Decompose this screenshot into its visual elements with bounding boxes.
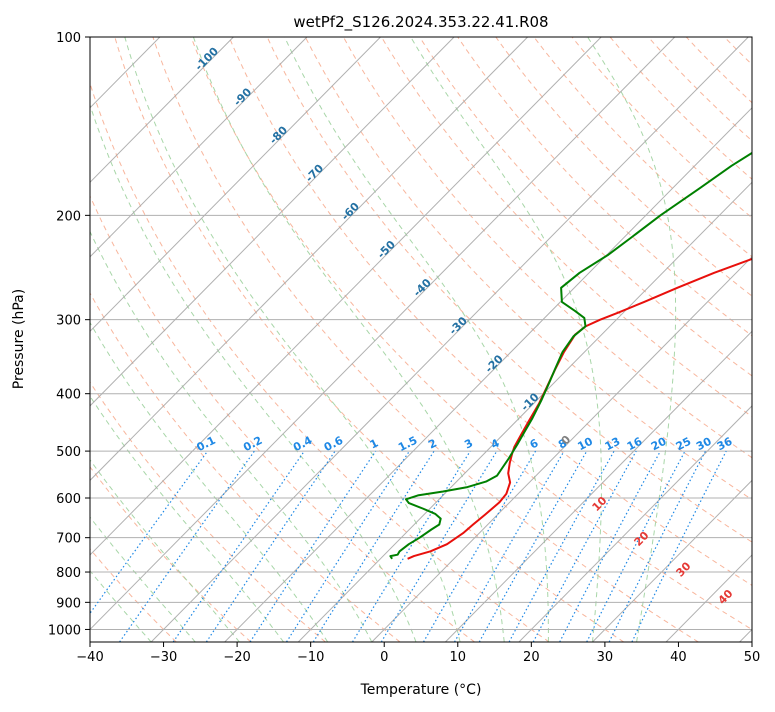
x-tick-label: −40 bbox=[76, 650, 103, 665]
x-axis: −40 −30 −20 −10 0 10 20 30 40 50 bbox=[76, 642, 760, 665]
mixing-ratio-line bbox=[173, 451, 304, 642]
dry-adiabat-line bbox=[496, 37, 775, 642]
isotherm-label: -90 bbox=[231, 85, 254, 108]
isotherm-label: -100 bbox=[192, 44, 221, 73]
y-tick-label: 800 bbox=[56, 566, 81, 581]
chart-title: wetPf2_S126.2024.353.22.41.R08 bbox=[293, 13, 548, 32]
mixing-ratio-label: 1 bbox=[368, 436, 381, 451]
y-axis: 100 200 300 400 500 600 700 800 900 1000 bbox=[48, 31, 90, 638]
y-tick-label: 1000 bbox=[48, 623, 81, 638]
temperature-profile-line bbox=[408, 37, 775, 559]
dry-adiabat-line bbox=[0, 37, 251, 642]
isotherm-label: -20 bbox=[483, 352, 506, 375]
mixing-ratio-line bbox=[287, 451, 410, 642]
dry-adiabat-line bbox=[648, 37, 775, 642]
x-tick-label: 50 bbox=[744, 650, 761, 665]
mixing-ratio-label: 4 bbox=[489, 436, 502, 451]
y-tick-label: 600 bbox=[56, 492, 81, 507]
mixing-ratio-label: 25 bbox=[674, 435, 694, 454]
isotherm-label: -80 bbox=[267, 123, 290, 146]
mixing-ratio-label: 2 bbox=[426, 436, 439, 451]
isotherm-line bbox=[298, 37, 775, 642]
dry-adiabat-line bbox=[1, 37, 401, 642]
moist-adiabat-line bbox=[9, 124, 328, 642]
x-tick-label: −30 bbox=[150, 650, 177, 665]
mixing-ratio-line bbox=[206, 451, 335, 642]
moist-adiabat-line bbox=[74, 50, 416, 642]
dry-adiabat-line bbox=[39, 37, 475, 642]
dry-adiabat-line bbox=[610, 37, 775, 642]
dry-adiabat-line bbox=[153, 37, 699, 642]
dry-adiabat-line bbox=[382, 37, 775, 642]
isotherm-label: -40 bbox=[411, 276, 434, 299]
moist-adiabat-label: 40 bbox=[716, 587, 736, 607]
isotherm-line bbox=[4, 37, 601, 642]
moist-adiabat-label: 20 bbox=[632, 529, 652, 549]
isotherm-label: -50 bbox=[375, 238, 398, 261]
moist-adiabat-line bbox=[285, 37, 549, 642]
isotherm-line bbox=[445, 37, 775, 642]
dry-adiabat-line bbox=[763, 37, 775, 642]
isotherm-line bbox=[592, 37, 775, 642]
isotherm-label: -30 bbox=[447, 314, 470, 337]
x-axis-label: Temperature (°C) bbox=[360, 682, 482, 698]
background-lines bbox=[0, 37, 775, 642]
isotherm-line bbox=[225, 37, 775, 642]
mixing-ratio-line bbox=[479, 451, 587, 642]
dry-adiabat-line bbox=[115, 37, 624, 642]
mixing-ratio-line bbox=[560, 451, 661, 642]
data-series bbox=[390, 37, 775, 559]
y-tick-label: 400 bbox=[56, 388, 81, 403]
y-tick-label: 900 bbox=[56, 596, 81, 611]
isotherm-line bbox=[0, 37, 307, 642]
moist-adiabat-label: 10 bbox=[590, 494, 610, 514]
x-tick-label: 0 bbox=[380, 650, 388, 665]
isotherm-line bbox=[151, 37, 748, 642]
dry-adiabat-line bbox=[77, 37, 550, 642]
mixing-ratio-line bbox=[313, 451, 434, 642]
y-tick-label: 300 bbox=[56, 314, 81, 329]
mixing-ratio-label: 6 bbox=[528, 436, 541, 451]
isotherm-line bbox=[78, 37, 675, 642]
isotherm-line bbox=[740, 37, 775, 642]
isotherm-line bbox=[0, 37, 454, 642]
moist-adiabat-label: 30 bbox=[674, 559, 694, 579]
dewpoint-profile-line bbox=[390, 37, 775, 559]
isotherm-line bbox=[0, 37, 528, 642]
x-tick-label: −20 bbox=[223, 650, 250, 665]
isotherm-label: -70 bbox=[303, 162, 326, 185]
isotherm-line bbox=[519, 37, 775, 642]
mixing-ratio-label: 16 bbox=[625, 435, 645, 454]
y-axis-label: Pressure (hPa) bbox=[11, 289, 27, 389]
dry-adiabat-line bbox=[343, 37, 775, 642]
moist-adiabat-line bbox=[125, 37, 460, 642]
x-tick-label: 30 bbox=[597, 650, 614, 665]
mixing-ratio-line bbox=[509, 451, 614, 642]
y-tick-label: 500 bbox=[56, 445, 81, 460]
dry-adiabat-line bbox=[229, 37, 775, 642]
isotherm-label: -60 bbox=[339, 200, 362, 223]
x-tick-label: −10 bbox=[297, 650, 324, 665]
mixing-ratio-label: 10 bbox=[575, 435, 595, 454]
mixing-ratio-label: 3 bbox=[462, 436, 475, 451]
x-tick-label: 40 bbox=[670, 650, 687, 665]
mixing-ratio-line bbox=[250, 451, 376, 642]
mixing-ratio-label: 30 bbox=[694, 435, 714, 454]
mixing-ratio-label: 36 bbox=[715, 435, 735, 454]
x-tick-label: 20 bbox=[523, 650, 540, 665]
y-tick-label: 700 bbox=[56, 532, 81, 547]
y-tick-label: 100 bbox=[56, 31, 81, 46]
mixing-ratio-label: 13 bbox=[603, 435, 623, 454]
y-tick-label: 200 bbox=[56, 209, 81, 224]
moist-adiabat-line bbox=[0, 150, 284, 642]
moist-adiabat-line bbox=[588, 37, 676, 642]
x-tick-label: 10 bbox=[450, 650, 467, 665]
moist-adiabat-line bbox=[193, 37, 504, 642]
